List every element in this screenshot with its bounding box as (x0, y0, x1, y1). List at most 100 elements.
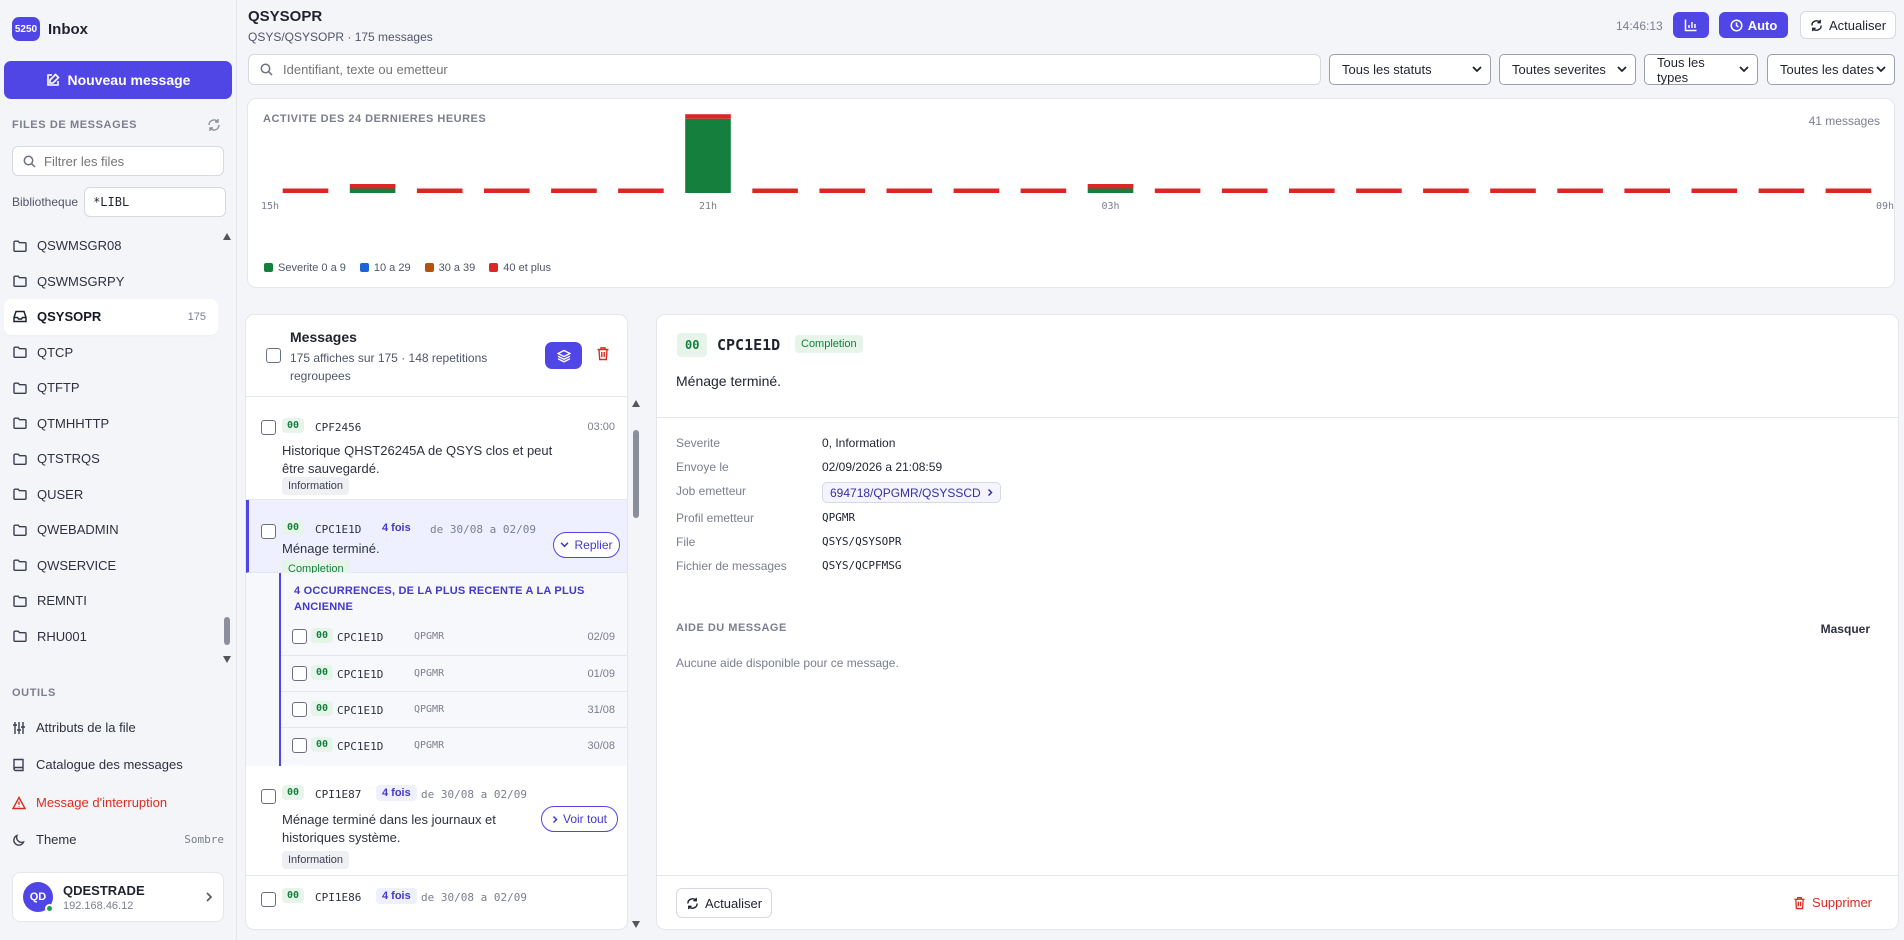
refresh-button[interactable]: Actualiser (1800, 11, 1896, 39)
folder-icon (13, 488, 27, 501)
scroll-up-arrow[interactable] (632, 400, 640, 407)
page-title: QSYSOPR (248, 8, 323, 25)
occurrence-row[interactable]: 00 CPC1E1D QPGMR 02/09 (281, 619, 627, 655)
job-link[interactable]: 694718/QPGMR/QSYSSCD (822, 482, 1001, 503)
library-input[interactable] (84, 187, 227, 217)
refresh-queues-icon[interactable] (207, 118, 221, 132)
chevron-down-icon (1472, 66, 1482, 73)
folder-icon (13, 595, 27, 607)
queue-name: QWSERVICE (37, 557, 117, 573)
file-label: File (676, 535, 696, 549)
auto-refresh-button[interactable]: Auto (1719, 12, 1788, 38)
messages-scrollbar[interactable] (632, 400, 640, 928)
queues-section-label: FILES DE MESSAGES (12, 119, 138, 131)
message-checkbox[interactable] (261, 892, 276, 907)
message-row[interactable]: 00 CPI1E87 4 fois de 30/08 a 02/09 Ménag… (246, 766, 627, 876)
auto-refresh-label: Auto (1747, 17, 1778, 33)
folder-icon (13, 417, 27, 430)
chevron-down-icon (1739, 66, 1749, 73)
occurrence-row[interactable]: 00 CPC1E1D QPGMR 30/08 (281, 727, 627, 763)
theme-toggle[interactable]: Theme Sombre (12, 832, 224, 847)
occurrence-checkbox[interactable] (292, 666, 307, 681)
scroll-thumb[interactable] (633, 430, 639, 518)
queue-item-qsysopr[interactable]: QSYSOPR 175 (4, 299, 218, 335)
queue-item-rhu001[interactable]: RHU001 (4, 619, 218, 655)
queue-name: QTCP (37, 344, 74, 360)
queue-attributes-label: Attributs de la file (36, 720, 136, 735)
group-repetitions-button[interactable] (545, 342, 582, 369)
detail-refresh-button[interactable]: Actualiser (676, 888, 772, 918)
message-search[interactable] (248, 54, 1321, 85)
status-filter-select[interactable]: Tous les statuts (1329, 54, 1491, 85)
queue-item-qtstrqs[interactable]: QTSTRQS (4, 441, 218, 477)
legend-swatch (424, 263, 434, 272)
message-id: CPI1E86 (315, 891, 362, 904)
occurrence-row[interactable]: 00 CPC1E1D QPGMR 31/08 (281, 691, 627, 727)
occurrences-accent-bar (279, 573, 281, 766)
interrupt-message-label: Message d'interruption (36, 795, 168, 810)
queue-item-remnti[interactable]: REMNTI (4, 583, 218, 619)
queue-name: QSWMSGRPY (37, 273, 125, 289)
interrupt-message-link[interactable]: Message d'interruption (12, 795, 224, 810)
view-all-button[interactable]: Voir tout (541, 806, 618, 832)
queue-list: QSWMSGR08 QSWMSGRPY QSYSOPR 175 QTCP QTFTP QTM… (4, 228, 218, 668)
queue-filter-input[interactable] (44, 153, 214, 169)
severity-filter-select[interactable]: Toutes severites (1499, 54, 1636, 85)
message-detail-panel: 00 CPC1E1D Completion Ménage terminé. Se… (656, 314, 1899, 930)
occurrence-checkbox[interactable] (292, 738, 307, 753)
queue-attributes-link[interactable]: Attributs de la file (12, 720, 224, 735)
queue-item-qswmsgrpy[interactable]: QSWMSGRPY (4, 264, 218, 300)
message-row[interactable]: 00 CPI1E86 4 fois de 30/08 a 02/09 (246, 876, 627, 929)
sender-user: QPGMR (414, 740, 445, 751)
queue-item-qtmhhttp[interactable]: QTMHHTTP (4, 406, 218, 442)
message-checkbox[interactable] (261, 789, 276, 804)
date-filter-select[interactable]: Toutes les dates (1767, 54, 1895, 85)
repeat-date-range: de 30/08 a 02/09 (421, 788, 527, 801)
message-search-input[interactable] (283, 62, 1283, 77)
message-row[interactable]: 00 CPF2456 03:00 Historique QHST26245A d… (246, 397, 627, 500)
trash-icon (1794, 896, 1805, 909)
delete-message-button[interactable]: Supprimer (1793, 895, 1872, 910)
type-filter-select[interactable]: Tous les types (1644, 54, 1758, 85)
activity-bar-21h-s3 (685, 114, 731, 119)
message-checkbox[interactable] (261, 420, 276, 435)
occurrences-panel: 4 OCCURRENCES, DE LA PLUS RECENTE A LA P… (246, 573, 627, 766)
queue-item-qtcp[interactable]: QTCP (4, 335, 218, 371)
bar-chart-icon (1684, 19, 1697, 32)
scroll-thumb[interactable] (224, 617, 230, 645)
message-id: CPI1E87 (315, 788, 362, 801)
delete-label: Supprimer (1812, 895, 1872, 910)
queue-scrollbar[interactable] (222, 233, 232, 663)
occurrence-row[interactable]: 00 CPC1E1D QPGMR 01/09 (281, 655, 627, 691)
message-catalog-label: Catalogue des messages (36, 757, 183, 772)
occurrence-checkbox[interactable] (292, 702, 307, 717)
x-tick-label: 03h (1101, 201, 1119, 212)
activity-bar-21h-s0 (685, 118, 731, 193)
select-all-checkbox[interactable] (266, 348, 281, 363)
trash-icon[interactable] (596, 346, 610, 361)
queue-item-quser[interactable]: QUSER (4, 477, 218, 513)
library-row: Bibliotheque (12, 187, 227, 217)
new-message-button[interactable]: Nouveau message (4, 61, 232, 99)
queue-filter[interactable] (12, 146, 224, 176)
moon-icon (13, 833, 25, 846)
toggle-chart-button[interactable] (1673, 12, 1709, 38)
queue-item-qwservice[interactable]: QWSERVICE (4, 548, 218, 584)
message-checkbox[interactable] (261, 524, 276, 539)
hide-help-button[interactable]: Masquer (1820, 622, 1870, 636)
message-row-selected[interactable]: 00 CPC1E1D 4 fois de 30/08 a 02/09 Ménag… (246, 500, 627, 578)
collapse-button[interactable]: Replier (553, 532, 620, 558)
message-catalog-link[interactable]: Catalogue des messages (12, 757, 224, 772)
queue-item-qswmsgr08[interactable]: QSWMSGR08 (4, 228, 218, 264)
queue-name: QWEBADMIN (37, 522, 119, 538)
scroll-up-arrow[interactable] (223, 233, 231, 240)
user-card[interactable]: QD QDESTRADE 192.168.46.12 (12, 872, 224, 922)
message-id: CPC1E1D (337, 740, 384, 753)
queue-item-qtftp[interactable]: QTFTP (4, 370, 218, 406)
occurrence-checkbox[interactable] (292, 629, 307, 644)
scroll-down-arrow[interactable] (632, 921, 640, 928)
job-value: 694718/QPGMR/QSYSSCD (830, 485, 981, 500)
inbox-icon (13, 311, 27, 323)
queue-item-qwebadmin[interactable]: QWEBADMIN (4, 512, 218, 548)
scroll-down-arrow[interactable] (223, 656, 231, 663)
